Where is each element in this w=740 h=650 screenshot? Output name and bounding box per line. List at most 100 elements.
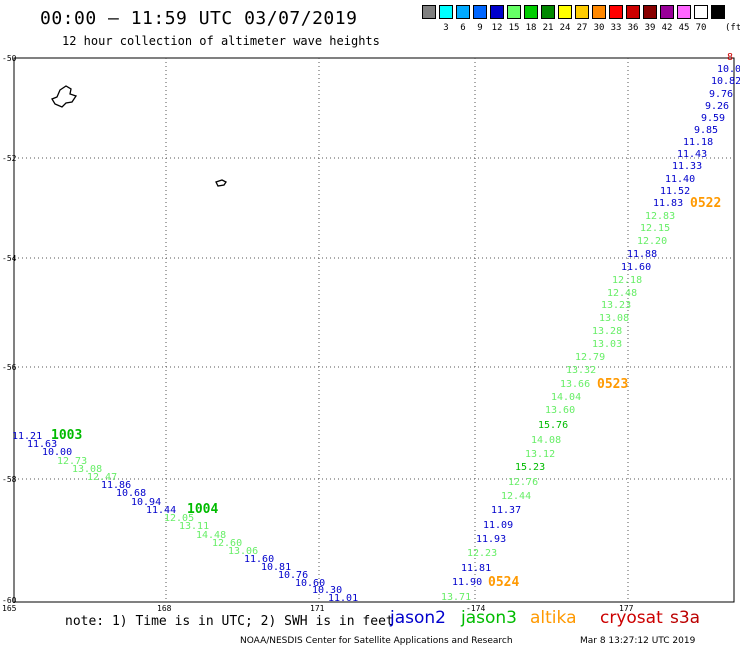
wave-height-value: 9.76 <box>709 89 733 100</box>
wave-height-value: 12.73 <box>57 456 87 467</box>
wave-height-value: 11.90 <box>452 577 482 588</box>
scale-swatch <box>677 5 691 19</box>
wave-height-value: 13.60 <box>545 405 575 416</box>
wave-height-value: 10.82 <box>711 76 740 87</box>
wave-height-value: 13.03 <box>592 339 622 350</box>
scale-label: 21 <box>542 23 554 33</box>
scale-swatch <box>660 5 674 19</box>
wave-height-value: 12.79 <box>575 352 605 363</box>
island-shape <box>51 85 78 108</box>
lon-label: 168 <box>157 604 172 613</box>
legend-cryosat: cryosat <box>600 608 663 628</box>
wave-height-value: 11.37 <box>491 505 521 516</box>
wave-height-value: 12.60 <box>212 538 242 549</box>
wave-height-value: 12.15 <box>640 223 670 234</box>
wave-height-value: 10.0 <box>717 64 740 75</box>
scale-swatch <box>626 5 640 19</box>
wave-height-value: 11.01 <box>328 593 358 604</box>
wave-height-value: 12.05 <box>164 513 194 524</box>
wave-height-value: 10.94 <box>131 497 161 508</box>
wave-height-value: 11.88 <box>627 249 657 260</box>
wave-height-value: 12.44 <box>501 491 531 502</box>
scale-swatch <box>592 5 606 19</box>
wave-height-value: 15.23 <box>515 462 545 473</box>
scale-label: 18 <box>525 23 537 33</box>
pass-time-label: 1003 <box>51 428 82 443</box>
lat-label: -50 <box>2 54 17 63</box>
wave-height-value: 11.86 <box>101 480 131 491</box>
scale-label: 33 <box>610 23 622 33</box>
pass-time-label: 0522 <box>690 196 721 211</box>
scale-swatch <box>456 5 470 19</box>
scale-swatch <box>507 5 521 19</box>
legend-jason3: jason3 <box>461 608 517 628</box>
credit-line: NOAA/NESDIS Center for Satellite Applica… <box>240 636 513 646</box>
timestamp: Mar 8 13:27:12 UTC 2019 <box>580 636 696 646</box>
lat-label: -58 <box>2 475 17 484</box>
footer-note: note: 1) Time is in UTC; 2) SWH is in fe… <box>65 614 394 629</box>
lon-label: 165 <box>2 604 17 613</box>
wave-height-value: 12.23 <box>467 548 497 559</box>
lat-label: -54 <box>2 254 17 263</box>
wave-height-value: 11.60 <box>621 262 651 273</box>
wave-height-value: 10.60 <box>295 578 325 589</box>
wave-height-value: 11.44 <box>146 505 176 516</box>
lon-label: -174 <box>466 604 485 613</box>
wave-height-value: 11.93 <box>476 534 506 545</box>
scale-label: 12 <box>491 23 503 33</box>
wave-height-value: 13.32 <box>566 365 596 376</box>
wave-height-value: 8 <box>727 52 733 63</box>
scale-label: 45 <box>678 23 690 33</box>
wave-height-value: 9.85 <box>694 125 718 136</box>
pass-time-label: 1004 <box>187 502 218 517</box>
scale-swatch <box>473 5 487 19</box>
page-subtitle: 12 hour collection of altimeter wave hei… <box>62 34 380 48</box>
lon-label: 171 <box>310 604 325 613</box>
wave-height-value: 12.18 <box>612 275 642 286</box>
scale-swatch <box>694 5 708 19</box>
wave-height-value: 12.48 <box>607 288 637 299</box>
wave-height-value: 13.11 <box>179 521 209 532</box>
lon-label: 177 <box>619 604 634 613</box>
legend-jason2: jason2 <box>390 608 446 628</box>
scale-unit: (ft) <box>725 23 740 33</box>
pass-time-label: 0523 <box>597 377 628 392</box>
legend-s3a: s3a <box>670 608 701 628</box>
scale-swatch <box>643 5 657 19</box>
scale-swatch <box>711 5 725 19</box>
wave-height-value: 12.76 <box>508 477 538 488</box>
wave-height-value: 11.43 <box>677 149 707 160</box>
wave-height-value: 9.26 <box>705 101 729 112</box>
legend-altika: altika <box>530 608 577 628</box>
map-frame <box>13 57 735 603</box>
scale-label: 9 <box>477 23 483 33</box>
scale-label: 30 <box>593 23 605 33</box>
wave-height-value: 10.00 <box>42 447 72 458</box>
wave-height-value: 13.71 <box>441 592 471 603</box>
wave-height-value: 14.48 <box>196 530 226 541</box>
scale-swatch <box>422 5 436 19</box>
scale-swatch <box>609 5 623 19</box>
wave-height-value: 11.40 <box>665 174 695 185</box>
wave-height-value: 11.52 <box>660 186 690 197</box>
island-shape <box>215 179 227 187</box>
scale-label: 3 <box>443 23 449 33</box>
scale-label: 15 <box>508 23 520 33</box>
wave-height-value: 11.63 <box>27 439 57 450</box>
scale-swatch <box>558 5 572 19</box>
wave-height-value: 13.08 <box>72 464 102 475</box>
page-title: 00:00 – 11:59 UTC 03/07/2019 <box>40 8 358 29</box>
scale-swatch <box>490 5 504 19</box>
wave-height-value: 10.81 <box>261 562 291 573</box>
wave-height-value: 11.83 <box>653 198 683 209</box>
wave-height-value: 9.59 <box>701 113 725 124</box>
wave-height-value: 11.60 <box>244 554 274 565</box>
scale-label: 42 <box>661 23 673 33</box>
wave-height-value: 11.33 <box>672 161 702 172</box>
scale-label: 6 <box>460 23 466 33</box>
wave-height-value: 11.81 <box>461 563 491 574</box>
wave-height-value: 13.08 <box>599 313 629 324</box>
wave-height-value: 13.28 <box>592 326 622 337</box>
wave-height-value: 11.21 <box>12 431 42 442</box>
scale-label: 70 <box>695 23 707 33</box>
